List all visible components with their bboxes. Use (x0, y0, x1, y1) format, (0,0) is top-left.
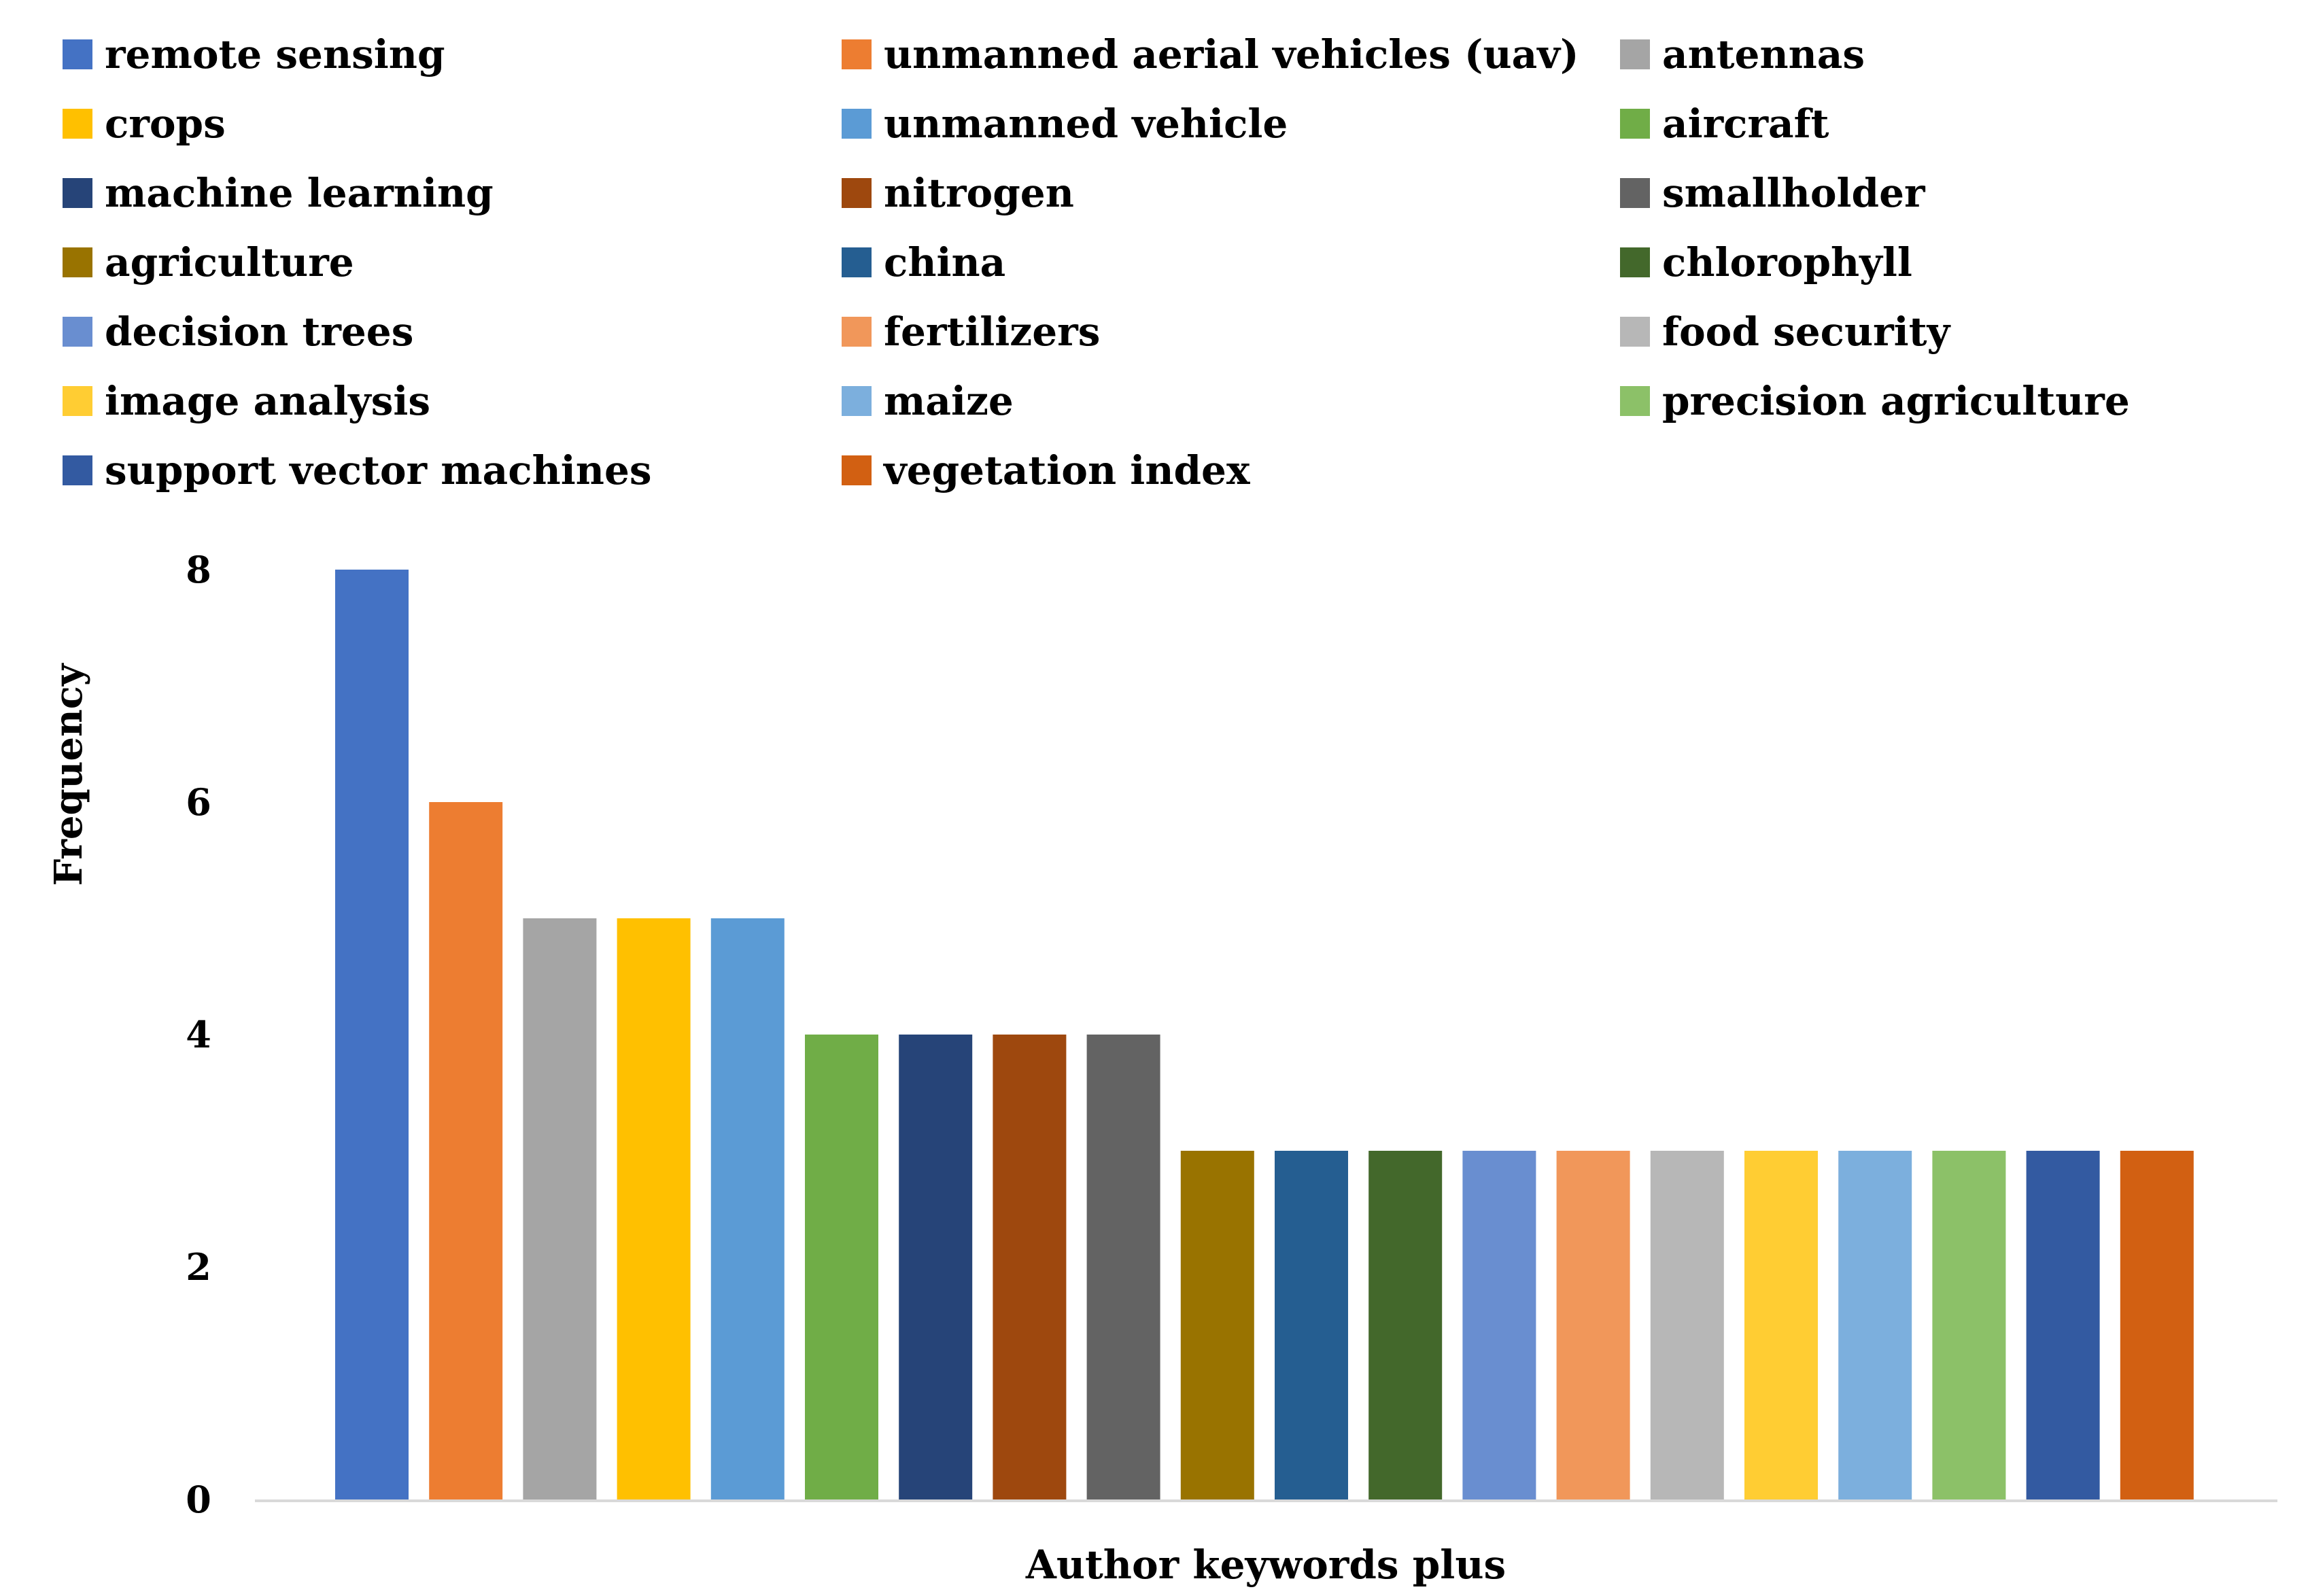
legend-label: nitrogen (884, 170, 1074, 216)
legend-swatch (63, 178, 92, 208)
bar-nitrogen (993, 1035, 1067, 1499)
legend-item-vegetation-index: vegetation index (842, 447, 1250, 493)
legend-swatch (1620, 317, 1650, 347)
legend-label: maize (884, 378, 1014, 424)
legend-item-maize: maize (842, 378, 1014, 424)
legend-item-decision-trees: decision trees (63, 309, 413, 355)
bar-precision-agriculture (1932, 1151, 2006, 1499)
x-axis-title: Author keywords plus (1025, 1542, 1506, 1588)
y-axis-ticks: 0 2 4 6 8 (186, 548, 211, 1521)
bar-crops (617, 918, 691, 1499)
legend-swatch (63, 39, 92, 69)
bar-unmanned-vehicle (710, 918, 785, 1499)
bar-food-security (1650, 1151, 1724, 1499)
legend-item-support-vector-machines: support vector machines (63, 447, 652, 493)
legend-item-fertilizers: fertilizers (842, 309, 1100, 355)
legend-label: agriculture (105, 239, 354, 285)
bar-image-analysis (1744, 1151, 1818, 1499)
bar-antennas (523, 918, 597, 1499)
bar-smallholder (1086, 1035, 1160, 1499)
legend-swatch (842, 317, 872, 347)
bar-aircraft (805, 1035, 878, 1499)
legend-label: food security (1662, 309, 1951, 355)
y-tick-label: 8 (186, 548, 211, 591)
legend-swatch (842, 109, 872, 139)
legend-item-remote-sensing: remote sensing (63, 31, 445, 77)
legend-label: aircraft (1662, 101, 1829, 147)
legend-swatch (842, 39, 872, 69)
legend-item-china: china (842, 239, 1005, 285)
legend-swatch (63, 317, 92, 347)
bar-chlorophyll (1368, 1151, 1443, 1499)
legend-label: unmanned vehicle (884, 101, 1288, 147)
bar-remote-sensing (335, 570, 409, 1499)
legend-label: unmanned aerial vehicles (uav) (884, 31, 1579, 77)
legend-item-crops: crops (63, 101, 226, 147)
legend-swatch (1620, 109, 1650, 139)
bar-decision-trees (1462, 1151, 1536, 1499)
y-tick-label: 0 (186, 1478, 211, 1521)
legend-item-food-security: food security (1620, 309, 1951, 355)
bar-fertilizers (1556, 1151, 1630, 1499)
bar-maize (1838, 1151, 1912, 1499)
legend-item-antennas: antennas (1620, 31, 1865, 77)
legend-label: crops (105, 101, 226, 147)
bar-agriculture (1180, 1151, 1254, 1499)
legend-item-machine-learning: machine learning (63, 170, 494, 216)
y-tick-label: 4 (186, 1013, 211, 1056)
legend-swatch (1620, 247, 1650, 277)
y-axis-title: Frequency (46, 663, 91, 886)
legend-label: precision agriculture (1662, 378, 2130, 424)
legend-label: machine learning (105, 170, 494, 216)
y-tick-label: 6 (186, 780, 211, 824)
legend-item-unmanned-aerial-vehicles-uav: unmanned aerial vehicles (uav) (842, 31, 1579, 77)
legend-swatch (842, 247, 872, 277)
legend-label: image analysis (105, 378, 430, 424)
legend-item-unmanned-vehicle: unmanned vehicle (842, 101, 1288, 147)
legend-item-precision-agriculture: precision agriculture (1620, 378, 2130, 424)
legend-label: support vector machines (105, 447, 652, 493)
legend-swatch (1620, 39, 1650, 69)
legend-swatch (842, 455, 872, 485)
legend-label: antennas (1662, 31, 1865, 77)
legend-swatch (1620, 386, 1650, 416)
bar-support-vector-machines (2026, 1151, 2100, 1499)
legend-swatch (63, 386, 92, 416)
legend: remote sensing unmanned aerial vehicles (… (63, 31, 2130, 493)
legend-label: vegetation index (882, 447, 1250, 493)
bar-unmanned-aerial-vehicles-uav (429, 802, 503, 1499)
legend-swatch (63, 109, 92, 139)
legend-item-agriculture: agriculture (63, 239, 354, 285)
legend-item-nitrogen: nitrogen (842, 170, 1074, 216)
legend-item-aircraft: aircraft (1620, 101, 1829, 147)
legend-label: smallholder (1662, 170, 1926, 216)
legend-item-smallholder: smallholder (1620, 170, 1926, 216)
legend-label: decision trees (105, 309, 413, 355)
legend-label: china (884, 239, 1005, 285)
bar-machine-learning (899, 1035, 973, 1499)
legend-swatch (63, 455, 92, 485)
legend-label: fertilizers (884, 309, 1100, 355)
legend-label: chlorophyll (1662, 239, 1912, 285)
y-tick-label: 2 (186, 1245, 211, 1289)
bars (335, 570, 2194, 1499)
bar-china (1275, 1151, 1348, 1499)
legend-item-chlorophyll: chlorophyll (1620, 239, 1912, 285)
legend-label: remote sensing (105, 31, 445, 77)
axes: 0 2 4 6 8 Frequency Author keywords plus (46, 548, 2277, 1588)
legend-swatch (63, 247, 92, 277)
bar-vegetation-index (2120, 1151, 2194, 1499)
legend-swatch (842, 178, 872, 208)
legend-swatch (1620, 178, 1650, 208)
legend-item-image-analysis: image analysis (63, 378, 430, 424)
legend-swatch (842, 386, 872, 416)
